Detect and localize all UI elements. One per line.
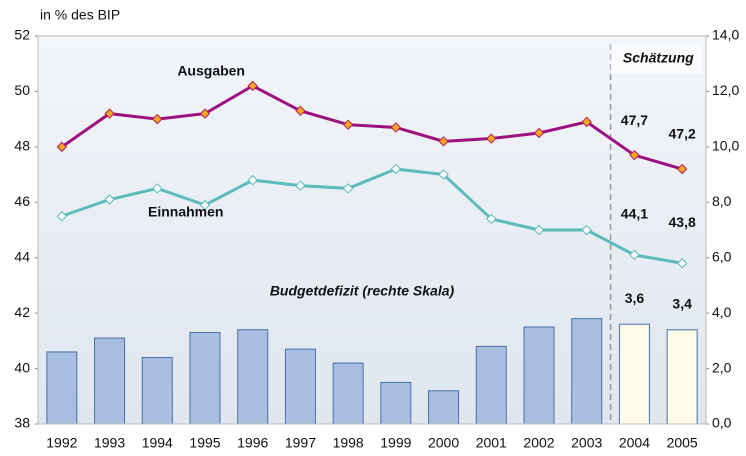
value-label: 3,4 xyxy=(672,295,692,311)
bar xyxy=(94,337,126,425)
y-tick-label: 46 xyxy=(14,193,30,209)
marker xyxy=(486,133,497,144)
marker xyxy=(438,169,449,180)
legend-label: Budgetdefizit (rechte Skala) xyxy=(270,283,455,299)
bar xyxy=(428,390,460,425)
value-label: 3,6 xyxy=(625,290,645,306)
marker xyxy=(676,163,688,175)
line xyxy=(60,84,683,171)
marker xyxy=(438,136,449,147)
marker xyxy=(676,258,688,269)
x-tick-label: 1992 xyxy=(46,435,77,451)
y-tick-label: 42 xyxy=(14,304,30,320)
y2-tick-label: 14,0 xyxy=(712,27,739,43)
bar xyxy=(141,356,173,425)
marker xyxy=(486,213,497,225)
chart-title: in % des BIP xyxy=(40,7,120,23)
x-tick-label: 1998 xyxy=(333,435,364,451)
marker xyxy=(629,249,640,261)
x-tick-label: 2003 xyxy=(571,435,602,451)
legend-label: Ausgaben xyxy=(177,63,245,79)
value-label: 47,2 xyxy=(669,126,696,142)
bar xyxy=(475,345,507,425)
x-tick-label: 2002 xyxy=(523,435,554,451)
y2-tick-label: 10,0 xyxy=(712,138,739,154)
marker xyxy=(104,194,115,205)
x-tick-label: 1995 xyxy=(189,435,220,451)
marker xyxy=(247,174,258,186)
y2-tick-label: 8,0 xyxy=(712,193,732,209)
bar xyxy=(618,323,650,425)
bar xyxy=(46,351,78,425)
y-tick-label: 44 xyxy=(14,248,30,264)
y-tick-label: 48 xyxy=(14,138,30,154)
x-tick-label: 2004 xyxy=(619,435,650,451)
plot-area xyxy=(38,36,706,424)
legend-label: Einnahmen xyxy=(148,204,223,220)
marker xyxy=(533,127,545,139)
x-tick-label: 1999 xyxy=(380,435,411,451)
marker xyxy=(199,199,211,211)
x-tick-label: 1997 xyxy=(285,435,316,451)
bar xyxy=(332,362,364,425)
marker xyxy=(152,113,163,125)
estimate-box xyxy=(610,44,702,74)
marker xyxy=(247,80,258,92)
marker xyxy=(56,141,68,153)
marker xyxy=(152,183,163,194)
marker xyxy=(56,210,68,222)
y2-tick-label: 2,0 xyxy=(712,359,732,375)
marker xyxy=(295,180,306,191)
y2-tick-label: 4,0 xyxy=(712,304,732,320)
x-tick-label: 2005 xyxy=(667,435,698,451)
marker xyxy=(390,163,402,175)
bar xyxy=(380,381,412,425)
line xyxy=(61,167,683,265)
y2-tick-label: 0,0 xyxy=(712,415,732,431)
marker xyxy=(390,122,402,133)
x-tick-label: 2000 xyxy=(428,435,459,451)
y-tick-label: 50 xyxy=(14,82,30,98)
value-label: 44,1 xyxy=(621,206,648,222)
x-tick-label: 1994 xyxy=(142,435,173,451)
marker xyxy=(629,149,640,161)
marker xyxy=(199,108,211,119)
bar xyxy=(237,329,269,425)
x-tick-label: 1996 xyxy=(237,435,268,451)
bar xyxy=(666,329,698,425)
marker xyxy=(104,108,115,119)
y2-tick-label: 6,0 xyxy=(712,248,732,264)
y-tick-label: 40 xyxy=(14,359,30,375)
bar xyxy=(571,318,603,425)
x-tick-label: 1993 xyxy=(94,435,125,451)
annotation: Schätzung xyxy=(623,50,694,66)
marker xyxy=(581,224,592,236)
y-tick-label: 38 xyxy=(14,415,30,431)
marker xyxy=(295,105,306,117)
x-tick-label: 2001 xyxy=(476,435,507,451)
y-tick-label: 52 xyxy=(14,27,30,43)
bar xyxy=(284,348,316,425)
plot-frame xyxy=(37,35,707,425)
value-label: 43,8 xyxy=(669,214,696,230)
marker xyxy=(533,224,545,236)
y2-tick-label: 12,0 xyxy=(712,82,739,98)
bar xyxy=(523,326,555,425)
bar xyxy=(189,332,221,425)
marker xyxy=(581,116,592,128)
marker xyxy=(342,119,354,130)
marker xyxy=(342,183,354,194)
value-label: 47,7 xyxy=(621,112,648,128)
